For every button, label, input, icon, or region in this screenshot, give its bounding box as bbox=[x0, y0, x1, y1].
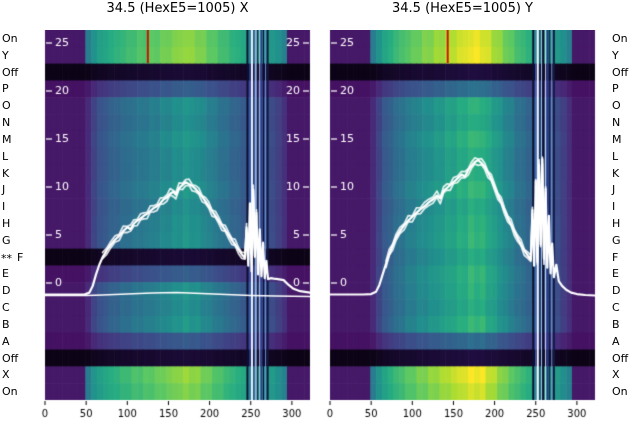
row-label: P bbox=[612, 82, 619, 96]
row-label: N bbox=[612, 116, 621, 130]
row-label: G bbox=[2, 233, 11, 247]
row-label: X bbox=[2, 368, 10, 382]
row-label: H bbox=[2, 217, 11, 230]
row-label: A bbox=[2, 334, 10, 348]
row-label: A bbox=[612, 334, 620, 348]
panel-x-title: 34.5 (HexE5=1005) X bbox=[106, 1, 249, 16]
row-label: On bbox=[2, 385, 18, 399]
row-label: On bbox=[612, 385, 628, 399]
row-label: N bbox=[2, 116, 11, 130]
row-label: J bbox=[2, 183, 6, 197]
row-label: J bbox=[612, 183, 616, 197]
row-label: I bbox=[612, 200, 616, 214]
row-label: K bbox=[612, 166, 620, 180]
row-label: P bbox=[2, 82, 9, 96]
row-label: E bbox=[2, 267, 9, 281]
row-label: C bbox=[2, 301, 10, 315]
broken-wire-marker: ** bbox=[1, 251, 12, 265]
row-label: M bbox=[612, 132, 622, 146]
row-label: E bbox=[612, 267, 619, 281]
row-label: On bbox=[612, 32, 628, 45]
panel-y-title: 34.5 (HexE5=1005) Y bbox=[392, 1, 533, 16]
row-label: Y bbox=[612, 48, 619, 62]
row-label: Off bbox=[2, 351, 19, 365]
row-label: L bbox=[612, 149, 619, 163]
row-label: Off bbox=[612, 65, 629, 79]
row-label: L bbox=[2, 149, 9, 163]
row-label: C bbox=[612, 301, 620, 315]
row-label: F bbox=[612, 250, 619, 264]
row-label: M bbox=[2, 132, 12, 146]
row-label: D bbox=[2, 284, 11, 298]
heatmap-panel-x[interactable] bbox=[35, 30, 320, 427]
row-label: G bbox=[612, 233, 621, 247]
row-label: D bbox=[612, 284, 621, 298]
row-label: O bbox=[612, 99, 621, 113]
row-label: Off bbox=[612, 351, 629, 365]
row-label: K bbox=[2, 166, 10, 180]
row-label: On bbox=[2, 32, 18, 45]
right-row-labels: On Y Off P O N M L K J I H G F E D C B A Off X On bbox=[612, 30, 640, 400]
row-label: Off bbox=[2, 65, 19, 79]
row-label: B bbox=[2, 317, 10, 331]
row-label: X bbox=[612, 368, 620, 382]
row-label: B bbox=[612, 317, 620, 331]
row-label: O bbox=[2, 99, 11, 113]
row-label: I bbox=[2, 200, 6, 214]
heatmap-panel-y[interactable] bbox=[320, 30, 605, 427]
row-label: F bbox=[17, 250, 24, 264]
row-label: H bbox=[612, 217, 621, 230]
left-row-labels: On Y Off P O N M L K J I H G F E D C B A Off X On bbox=[2, 30, 34, 400]
row-label: Y bbox=[2, 48, 9, 62]
